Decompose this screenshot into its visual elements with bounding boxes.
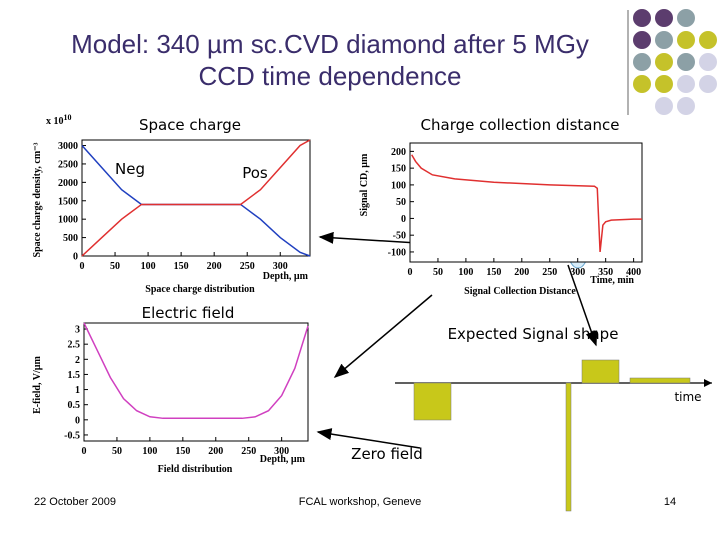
x-axis-label: Depth, µm bbox=[263, 271, 309, 282]
x-tick-label: 250 bbox=[240, 261, 255, 272]
plot-frame bbox=[409, 142, 643, 263]
x-tick-label: 250 bbox=[542, 267, 557, 278]
plot-frame bbox=[83, 322, 309, 442]
x-tick-label: 100 bbox=[458, 267, 473, 278]
title: CCD time dependence bbox=[198, 61, 461, 91]
x-tick-label: 100 bbox=[141, 261, 156, 272]
series-label: Neg bbox=[115, 160, 145, 178]
x-tick-label: 300 bbox=[273, 261, 288, 272]
y-tick-label: 3 bbox=[75, 325, 80, 336]
y-axis-label: Signal CD, µm bbox=[359, 153, 370, 216]
y-tick-label: 1.5 bbox=[68, 370, 81, 381]
x-tick-label: 50 bbox=[112, 446, 122, 457]
data-line bbox=[83, 322, 309, 420]
x-tick-label: 200 bbox=[207, 261, 222, 272]
y-tick-label: 150 bbox=[391, 164, 406, 175]
label: Expected Signal shape bbox=[448, 325, 619, 343]
x-tick-label: 150 bbox=[486, 267, 501, 278]
x-tick-label: 0 bbox=[80, 261, 85, 272]
label: time bbox=[674, 390, 701, 404]
y-tick-label: -0.5 bbox=[64, 430, 80, 441]
title: Model: 340 µm sc.CVD diamond after 5 MGy bbox=[71, 29, 589, 59]
series-label: Pos bbox=[242, 164, 268, 182]
x-tick-label: 100 bbox=[142, 446, 157, 457]
label: Zero field bbox=[351, 445, 423, 463]
y-axis-label: Space charge density, cm⁻³ bbox=[32, 143, 43, 258]
plot-frame bbox=[81, 139, 311, 257]
y-tick-label: 3000 bbox=[58, 141, 78, 152]
signal-shape bbox=[395, 359, 712, 512]
y-tick-label: 2000 bbox=[58, 178, 78, 189]
y-tick-label: 500 bbox=[63, 233, 78, 244]
x-tick-label: 200 bbox=[514, 267, 529, 278]
y-axis-label: E-field, V/µm bbox=[32, 355, 43, 413]
y-tick-label: 1500 bbox=[58, 196, 78, 207]
x-tick-label: 350 bbox=[598, 267, 613, 278]
y-tick-label: 50 bbox=[396, 197, 406, 208]
y-tick-label: 0.5 bbox=[68, 400, 81, 411]
x-tick-label: 400 bbox=[626, 267, 641, 278]
data-line bbox=[81, 139, 311, 257]
y-tick-label: 2.5 bbox=[68, 340, 81, 351]
page-number: 14 bbox=[664, 496, 676, 508]
x-axis-label: Depth, µm bbox=[260, 454, 306, 465]
decor-dots bbox=[633, 9, 717, 115]
x-tick-label: 300 bbox=[274, 446, 289, 457]
y-tick-label: 0 bbox=[73, 252, 78, 263]
exponent-base: x 10 bbox=[46, 116, 64, 127]
x-axis-label: Time, min bbox=[590, 275, 634, 286]
exponent-power: 10 bbox=[64, 113, 72, 122]
y-tick-label: 200 bbox=[391, 147, 406, 158]
caption: Space charge distribution bbox=[145, 284, 255, 295]
data-line bbox=[411, 154, 642, 253]
x-tick-label: 300 bbox=[570, 267, 585, 278]
caption: Signal Collection Distance bbox=[464, 286, 576, 297]
y-tick-label: -50 bbox=[393, 231, 406, 242]
y-tick-label: 100 bbox=[391, 180, 406, 191]
x-tick-label: 150 bbox=[174, 261, 189, 272]
y-tick-label: 1 bbox=[75, 385, 80, 396]
y-tick-label: 2500 bbox=[58, 159, 78, 170]
label: Charge collection distance bbox=[421, 116, 620, 134]
x-tick-label: 250 bbox=[241, 446, 256, 457]
x-tick-label: 50 bbox=[433, 267, 443, 278]
footer: FCAL workshop, Geneve bbox=[299, 496, 421, 508]
y-tick-label: 0 bbox=[75, 415, 80, 426]
y-tick-label: 0 bbox=[401, 214, 406, 225]
caption: Field distribution bbox=[158, 464, 233, 475]
footer: 22 October 2009 bbox=[34, 496, 116, 508]
x-tick-label: 0 bbox=[82, 446, 87, 457]
y-tick-label: 1000 bbox=[58, 215, 78, 226]
y-tick-label: 2 bbox=[75, 355, 80, 366]
exponent: x 1010 bbox=[46, 113, 72, 127]
x-tick-label: 50 bbox=[110, 261, 120, 272]
x-tick-label: 0 bbox=[408, 267, 413, 278]
label: Space charge bbox=[139, 116, 241, 134]
x-tick-label: 150 bbox=[175, 446, 190, 457]
label: Electric field bbox=[142, 304, 235, 322]
x-tick-label: 200 bbox=[208, 446, 223, 457]
y-tick-label: -100 bbox=[388, 247, 406, 258]
